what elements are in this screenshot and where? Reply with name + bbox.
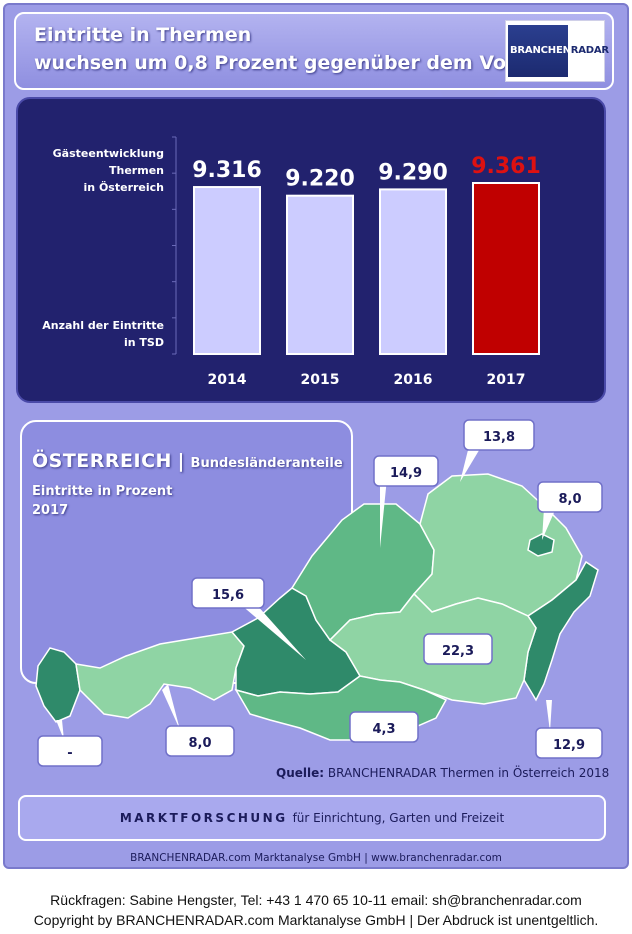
- share-kaernten: 4,3: [372, 722, 395, 737]
- callout-wien: 8,0: [537, 481, 603, 540]
- logo-box: [508, 25, 568, 77]
- chart-label-top: Gästeentwicklung: [53, 147, 164, 160]
- bar-value-label: 9.361: [471, 154, 541, 179]
- callout-tirol: 8,0: [162, 684, 235, 757]
- chart-label-bottom: in TSD: [124, 336, 164, 349]
- region-vorarlberg: [35, 647, 81, 723]
- callout-niederoesterreich: 13,8: [460, 419, 535, 482]
- share-tirol: 8,0: [188, 736, 211, 751]
- chart-label-bottom: Anzahl der Eintritte: [42, 319, 164, 332]
- copyright-line: Copyright by BRANCHENRADAR.com Marktanal…: [33, 912, 599, 928]
- map-subtitle-1: Eintritte in Prozent: [32, 484, 173, 499]
- headline-line-2: wuchsen um 0,8 Prozent gegenüber dem Vor…: [34, 52, 558, 74]
- chart-label-top: Thermen: [109, 164, 164, 177]
- marktforschung-bar: MARKTFORSCHUNG für Einrichtung, Garten u…: [18, 795, 606, 841]
- share-wien: 8,0: [558, 492, 581, 507]
- share-steiermark: 22,3: [442, 644, 474, 659]
- callout-burgenland: 12,9: [535, 700, 603, 759]
- chart-label-top: in Österreich: [84, 180, 164, 194]
- marktforschung-label: MARKTFORSCHUNG: [119, 811, 288, 825]
- bar-2016: [379, 188, 447, 355]
- x-tick-label: 2015: [301, 372, 340, 388]
- share-niederoesterreich: 13,8: [483, 430, 515, 445]
- map-title-country: ÖSTERREICH: [32, 450, 172, 472]
- callout-oberoesterreich: 14,9: [373, 455, 439, 548]
- bar-chart: Gästeentwicklung Thermen in Österreich Anza…: [42, 136, 541, 388]
- map-title-subject: Bundesländeranteile: [190, 456, 343, 471]
- share-oberoesterreich: 14,9: [390, 466, 422, 481]
- bar-value-label: 9.316: [192, 158, 262, 183]
- bar-value-label: 9.290: [378, 160, 448, 185]
- map-title-separator: |: [177, 450, 185, 472]
- chart-panel: Gästeentwicklung Thermen in Österreich Anza…: [16, 97, 606, 403]
- bar-2015: [286, 194, 354, 355]
- share-burgenland: 12,9: [553, 738, 585, 753]
- callout-steiermark: 22,3: [423, 633, 493, 665]
- branchenradar-logo: BRANCHENRADAR: [505, 20, 609, 82]
- marktforschung-text: für Einrichtung, Garten und Freizeit: [292, 811, 505, 825]
- callout-vorarlberg: -: [37, 720, 103, 767]
- region-wien: [527, 533, 555, 557]
- footer-company: BRANCHENRADAR.com Marktanalyse GmbH | ww…: [130, 852, 502, 864]
- share-vorarlberg: -: [67, 746, 72, 761]
- x-tick-label: 2017: [487, 372, 526, 388]
- x-tick-label: 2016: [394, 372, 433, 388]
- logo-text: BRANCHENRADAR: [510, 45, 609, 56]
- map-title: ÖSTERREICH | Bundesländeranteile: [32, 450, 343, 472]
- x-tick-label: 2014: [208, 372, 247, 388]
- share-salzburg: 15,6: [212, 588, 244, 603]
- region-tirol: [75, 631, 245, 719]
- callout-salzburg: 15,6: [191, 577, 306, 660]
- source-note: Quelle: BRANCHENRADAR Thermen in Österre…: [276, 766, 610, 780]
- bar-2017: [472, 182, 540, 355]
- bar-value-label: 9.220: [285, 167, 355, 192]
- contact-line: Rückfragen: Sabine Hengster, Tel: +43 1 …: [50, 892, 582, 908]
- bar-2014: [193, 186, 261, 355]
- callout-kaernten: 4,3: [349, 711, 419, 743]
- headline-line-1: Eintritte in Thermen: [34, 24, 252, 46]
- map-subtitle-2: 2017: [32, 503, 69, 518]
